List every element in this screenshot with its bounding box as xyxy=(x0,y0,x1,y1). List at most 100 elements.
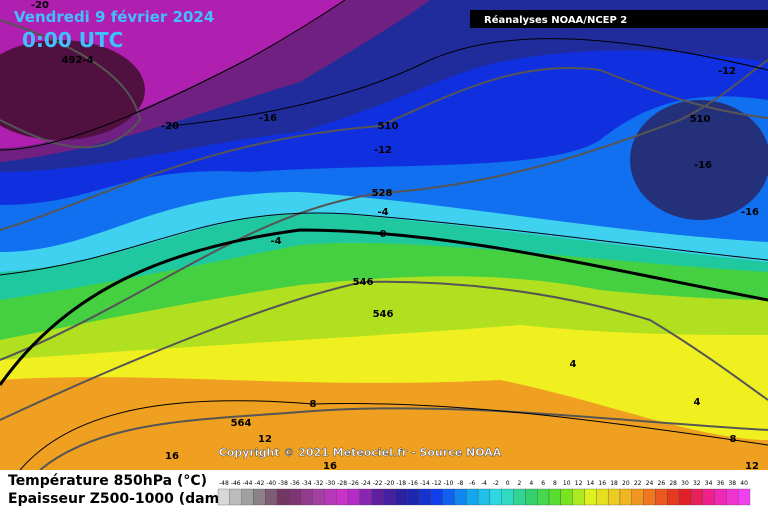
scale-swatch xyxy=(477,488,491,506)
scale-swatch xyxy=(714,488,727,506)
contour-label: -16 xyxy=(694,160,712,171)
copyright: Copyright © 2021 Meteociel.fr - Source N… xyxy=(219,446,502,459)
scale-label: 32 xyxy=(693,480,701,487)
scale-swatch xyxy=(336,488,349,506)
scale-label: -46 xyxy=(231,480,241,487)
scale-label: -24 xyxy=(361,480,371,487)
scale-label: 24 xyxy=(646,480,654,487)
scale-swatch xyxy=(738,488,751,506)
scale-swatch xyxy=(454,488,467,506)
contour-label: -16 xyxy=(259,113,277,124)
scale-swatch xyxy=(607,488,621,506)
contour-label: 546 xyxy=(353,277,374,288)
contour-label: -20 xyxy=(161,121,179,132)
scale-label: 10 xyxy=(563,480,571,487)
contour-label: 0 xyxy=(380,229,387,240)
scale-label: 6 xyxy=(541,480,545,487)
scale-label: -48 xyxy=(219,480,229,487)
contour-label: 510 xyxy=(378,121,399,132)
scale-swatch xyxy=(359,488,372,506)
contour-label: 12 xyxy=(258,434,272,445)
scale-swatch xyxy=(525,488,538,506)
contour-label: -4 xyxy=(82,55,93,66)
scale-swatch xyxy=(596,488,609,506)
zone-scandinavia xyxy=(630,100,768,220)
scale-label: 0 xyxy=(506,480,510,487)
source: Réanalyses NOAA/NCEP 2 xyxy=(484,14,627,26)
scale-label: -26 xyxy=(349,480,359,487)
color-scale: -48 -46 -44 -42 -40 -38 -36 -34 -32 -30 -28 -26 -24-… xyxy=(217,480,751,506)
scale-label: 34 xyxy=(705,480,713,487)
scale-swatch xyxy=(430,488,443,506)
scale-label: 38 xyxy=(728,480,736,487)
scale-label: -34 xyxy=(302,480,312,487)
scale-label: -22 xyxy=(373,480,383,487)
scale-label: -18 xyxy=(396,480,406,487)
scale-label: -44 xyxy=(243,480,253,487)
source-bar xyxy=(470,10,768,28)
time: 0:00 UTC xyxy=(22,28,123,52)
scale-label: 28 xyxy=(669,480,677,487)
scale-swatch xyxy=(619,488,632,506)
zone-darkpurple xyxy=(0,40,145,140)
scale-swatch xyxy=(347,488,361,506)
scale-label: 40 xyxy=(740,480,748,487)
scale-swatch xyxy=(300,488,313,506)
scale-label: -42 xyxy=(254,480,264,487)
scale-swatch xyxy=(418,488,431,506)
scale-label: 14 xyxy=(587,480,595,487)
scale-label: -20 xyxy=(385,480,395,487)
scale-swatch xyxy=(726,488,739,506)
scale-label: -4 xyxy=(481,480,487,487)
contour-label: 4 xyxy=(570,359,577,370)
scale-label: -28 xyxy=(337,480,347,487)
contour-label: -4 xyxy=(270,236,281,247)
scale-label: -40 xyxy=(266,480,276,487)
contour-label: -4 xyxy=(377,207,388,218)
scale-label: 18 xyxy=(610,480,618,487)
scale-swatch xyxy=(572,488,585,506)
scale-label: -6 xyxy=(469,480,475,487)
contour-label: 564 xyxy=(231,418,252,429)
scale-swatch xyxy=(537,488,550,506)
scale-swatch xyxy=(288,488,301,506)
legend-temperature: Température 850hPa (°C) xyxy=(8,473,207,489)
scale-swatch xyxy=(501,488,514,506)
contour-label: -20 xyxy=(31,0,49,11)
scale-swatch xyxy=(631,488,644,506)
contour-label: 16 xyxy=(323,461,337,472)
scale-label: 22 xyxy=(634,480,642,487)
scale-label: -32 xyxy=(314,480,324,487)
scale-label: -10 xyxy=(444,480,454,487)
scale-swatch xyxy=(395,488,408,506)
contour-564 xyxy=(39,407,768,471)
thickness-contours xyxy=(0,19,768,471)
scale-swatch xyxy=(560,488,573,506)
scale-swatch xyxy=(229,488,242,506)
scale-swatch xyxy=(702,488,715,506)
scale-label: -30 xyxy=(325,480,335,487)
scale-swatch xyxy=(324,488,337,506)
scale-label: 16 xyxy=(598,480,606,487)
scale-label: -2 xyxy=(493,480,499,487)
contour-492 xyxy=(0,19,142,149)
scale-swatch xyxy=(678,488,692,506)
scale-swatch xyxy=(371,488,384,506)
scale-swatch xyxy=(383,488,396,506)
contour-label: -12 xyxy=(374,145,392,156)
contour-label: 8 xyxy=(310,399,317,410)
scale-swatch xyxy=(241,488,254,506)
contour-label: 546 xyxy=(373,309,394,320)
contour-510 xyxy=(0,67,768,231)
contour-label: -12 xyxy=(718,66,736,77)
scale-swatch xyxy=(548,488,561,506)
scale-label: -36 xyxy=(290,480,300,487)
scale-label: 2 xyxy=(518,480,522,487)
scale-swatch xyxy=(655,488,668,506)
isotherms xyxy=(0,0,768,471)
contour-label: 4 xyxy=(694,397,701,408)
scale-swatch xyxy=(690,488,703,506)
scale-swatch xyxy=(466,488,479,506)
scale-swatch xyxy=(312,488,325,506)
